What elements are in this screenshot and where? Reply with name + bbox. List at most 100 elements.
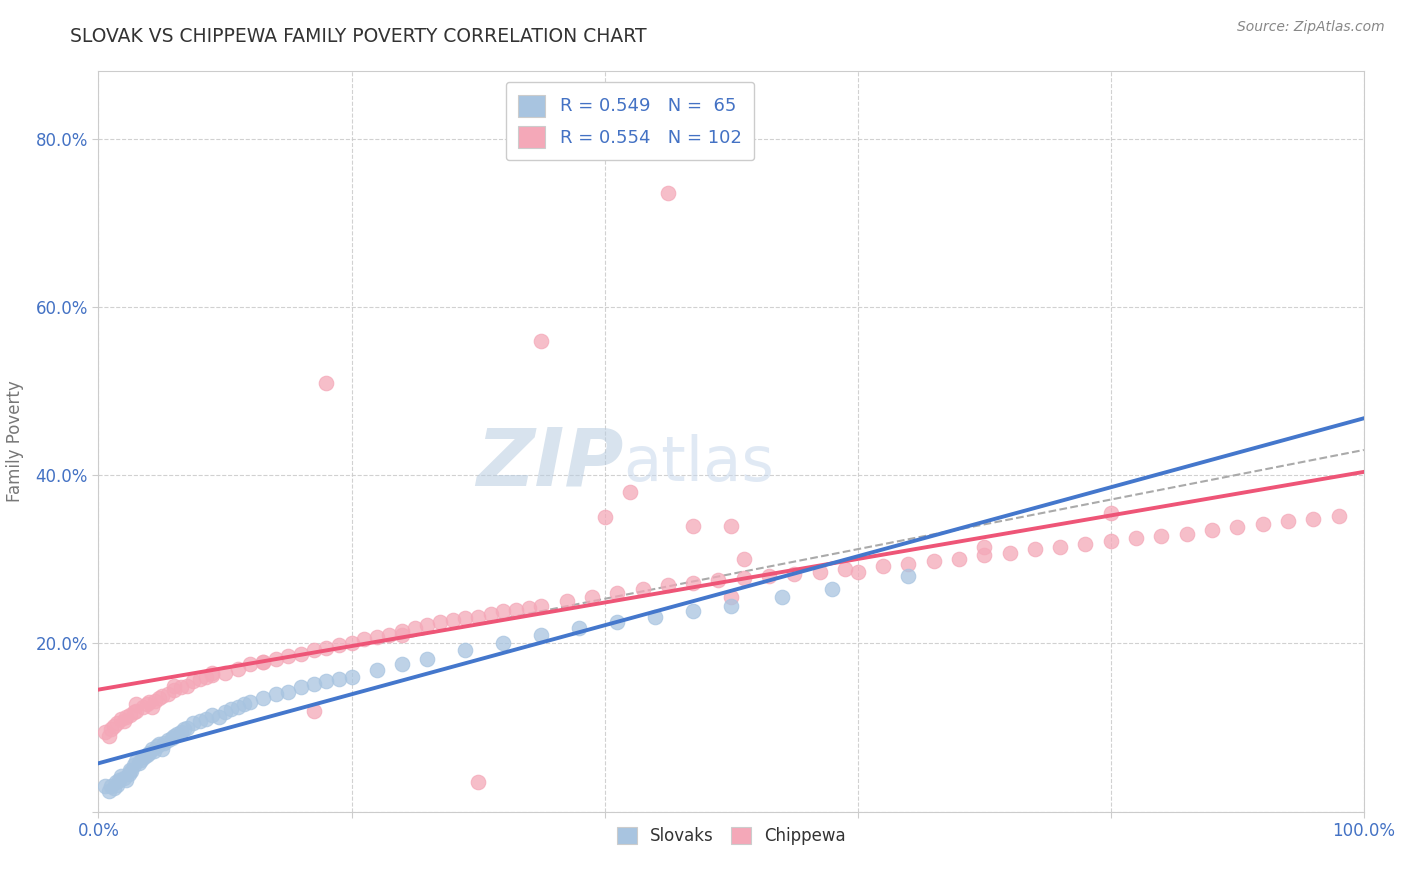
Point: [492, 636, 515, 650]
Point: [135, 747, 157, 762]
Point: [169, 724, 191, 739]
Point: [141, 699, 163, 714]
Point: [441, 613, 464, 627]
Point: [125, 754, 148, 768]
Point: [948, 552, 970, 566]
Point: [277, 649, 299, 664]
Point: [201, 708, 224, 723]
Point: [302, 677, 325, 691]
Text: SLOVAK VS CHIPPEWA FAMILY POVERTY CORRELATION CHART: SLOVAK VS CHIPPEWA FAMILY POVERTY CORREL…: [70, 27, 647, 45]
Point: [1327, 508, 1350, 523]
Point: [682, 605, 704, 619]
Point: [808, 565, 831, 579]
Text: ZIP: ZIP: [477, 425, 623, 503]
Point: [366, 664, 388, 678]
Point: [315, 640, 337, 655]
Point: [93, 724, 117, 739]
Point: [657, 186, 679, 201]
Point: [132, 699, 155, 714]
Text: Source: ZipAtlas.com: Source: ZipAtlas.com: [1237, 20, 1385, 34]
Point: [163, 729, 186, 743]
Point: [644, 609, 666, 624]
Point: [176, 679, 198, 693]
Point: [770, 590, 793, 604]
Point: [973, 540, 995, 554]
Point: [188, 714, 211, 728]
Point: [315, 674, 337, 689]
Point: [758, 569, 780, 583]
Point: [1302, 512, 1324, 526]
Point: [97, 729, 120, 743]
Point: [733, 571, 755, 585]
Point: [682, 575, 704, 590]
Point: [145, 694, 166, 708]
Point: [264, 687, 287, 701]
Point: [1201, 523, 1223, 537]
Point: [581, 590, 603, 604]
Point: [783, 567, 806, 582]
Y-axis label: Family Poverty: Family Poverty: [7, 381, 24, 502]
Point: [103, 781, 125, 796]
Point: [110, 769, 132, 783]
Point: [153, 736, 176, 750]
Point: [302, 643, 325, 657]
Point: [467, 609, 489, 624]
Point: [555, 594, 578, 608]
Point: [188, 672, 211, 686]
Point: [720, 518, 742, 533]
Point: [173, 723, 195, 737]
Point: [135, 697, 157, 711]
Point: [97, 783, 120, 797]
Point: [720, 599, 742, 613]
Point: [194, 670, 218, 684]
Point: [530, 599, 553, 613]
Point: [391, 657, 413, 672]
Point: [998, 545, 1021, 560]
Point: [315, 376, 337, 390]
Point: [128, 756, 150, 770]
Point: [120, 763, 141, 777]
Point: [353, 632, 375, 647]
Point: [366, 630, 388, 644]
Point: [340, 670, 363, 684]
Point: [416, 618, 439, 632]
Point: [226, 662, 249, 676]
Point: [112, 714, 135, 728]
Point: [479, 607, 502, 621]
Point: [391, 628, 413, 642]
Point: [340, 636, 363, 650]
Point: [821, 582, 844, 596]
Point: [454, 643, 477, 657]
Point: [1150, 529, 1173, 543]
Point: [404, 621, 426, 635]
Point: [252, 655, 274, 669]
Point: [252, 655, 274, 669]
Point: [416, 651, 439, 665]
Point: [391, 624, 413, 638]
Point: [606, 615, 628, 630]
Point: [183, 674, 205, 689]
Point: [492, 605, 515, 619]
Point: [100, 780, 122, 794]
Point: [169, 680, 191, 694]
Point: [897, 569, 920, 583]
Point: [219, 702, 243, 716]
Point: [1175, 527, 1198, 541]
Point: [593, 510, 616, 524]
Point: [1099, 506, 1122, 520]
Point: [897, 557, 920, 571]
Point: [100, 723, 122, 737]
Point: [302, 704, 325, 718]
Point: [214, 665, 236, 680]
Point: [107, 716, 129, 731]
Point: [973, 548, 995, 562]
Point: [138, 695, 160, 709]
Point: [328, 638, 350, 652]
Point: [194, 712, 218, 726]
Point: [208, 710, 231, 724]
Point: [707, 574, 730, 588]
Point: [141, 741, 163, 756]
Point: [166, 727, 188, 741]
Point: [1226, 520, 1249, 534]
Point: [682, 518, 704, 533]
